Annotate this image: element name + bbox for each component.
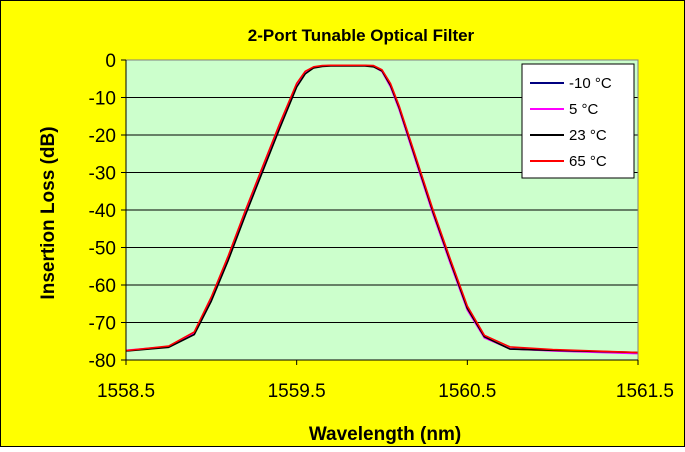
x-tick-label: 1559.5 xyxy=(268,381,326,402)
y-tick-label: -20 xyxy=(89,126,116,147)
y-tick-label: -10 xyxy=(89,89,116,110)
y-tick-label: -70 xyxy=(89,314,116,335)
y-tick-label: 0 xyxy=(105,51,116,72)
y-tick-label: -80 xyxy=(89,351,116,372)
legend-label: 65 °C xyxy=(569,153,607,170)
y-axis-label: Insertion Loss (dB) xyxy=(38,126,59,299)
y-tick-label: -40 xyxy=(89,201,116,222)
y-tick-label: -50 xyxy=(89,239,116,260)
legend-label: -10 °C xyxy=(569,75,612,92)
y-tick-label: -30 xyxy=(89,164,116,185)
legend-label: 23 °C xyxy=(569,127,607,144)
x-tick-label: 1560.5 xyxy=(438,381,496,402)
legend-label: 5 °C xyxy=(569,101,599,118)
legend: -10 °C 5 °C 23 °C 65 °C xyxy=(521,63,635,179)
chart-title: 2-Port Tunable Optical Filter xyxy=(248,26,475,45)
x-axis-label: Wavelength (nm) xyxy=(309,424,461,445)
x-tick-label: 1561.5 xyxy=(616,381,674,402)
series-line-3 xyxy=(125,64,639,354)
legend-box xyxy=(521,63,635,179)
x-tick-label: 1558.5 xyxy=(97,381,155,402)
y-tick-label: -60 xyxy=(89,276,116,297)
